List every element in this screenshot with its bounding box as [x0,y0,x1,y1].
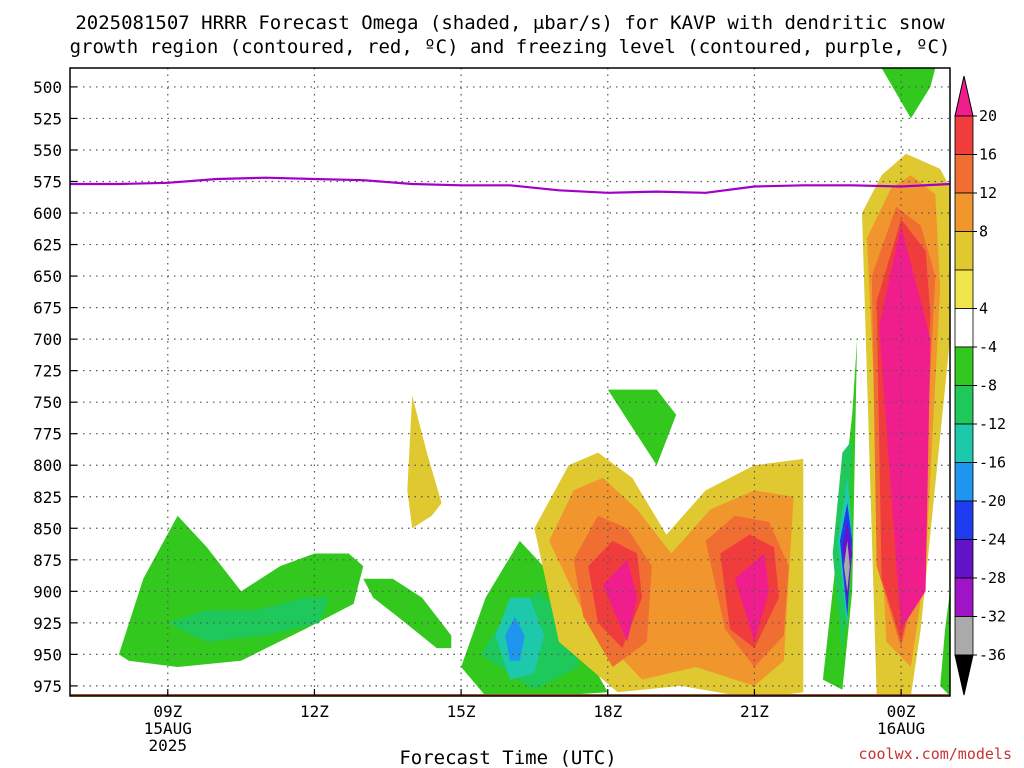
contour-lines [70,176,950,696]
omega-region-8 [607,389,677,466]
omega-region-29 [940,591,950,696]
colorbar-label: -36 [979,646,1006,664]
omega-region-23 [881,68,936,119]
y-tick-label: 650 [33,267,62,286]
y-tick-label: 925 [33,614,62,633]
y-tick-label: 575 [33,172,62,191]
colorbar: 20 16 12 8 4 -4 -8 -12 -16 -20 -24 -28 -32 -36 [954,75,1006,696]
colorbar-bottom-arrow [954,654,974,696]
chart-title-line2: growth region (contoured, red, ºC) and f… [70,36,951,58]
chart-title-line1: 2025081507 HRRR Forecast Omega (shaded, … [75,12,945,34]
y-tick-label: 675 [33,299,62,318]
y-tick-label: 775 [33,425,62,444]
colorbar-label: -28 [979,569,1006,587]
y-tick-label: 625 [33,236,62,255]
colorbar-label: -12 [979,415,1006,433]
colorbar-bin [954,500,974,540]
x-tick-label: 18Z [593,702,622,721]
omega-region-0 [118,515,364,667]
y-tick-label: 825 [33,488,62,507]
omega-region-7 [505,616,525,661]
x-tick-label: 00Z [887,702,916,721]
colorbar-label: -4 [979,338,997,356]
colorbar-label: -24 [979,531,1006,549]
colorbar-bin [954,423,974,463]
y-tick-label: 500 [33,78,62,97]
x-tick-label: 16AUG [877,719,925,738]
omega-shading [118,68,950,696]
colorbar-label: 4 [979,300,988,318]
colorbar-label: -8 [979,377,997,395]
y-tick-label: 975 [33,677,62,696]
colorbar-bin [954,231,974,271]
colorbar-label: -32 [979,608,1006,626]
omega-region-3 [407,395,442,529]
y-tick-label: 550 [33,141,62,160]
ground-surface [70,694,950,696]
credit-text: coolwx.com/models [858,745,1012,763]
colorbar-label: 16 [979,146,997,164]
colorbar-label: 8 [979,223,988,241]
colorbar-bin [954,308,974,348]
plot-frame [69,67,951,697]
y-tick-label: 600 [33,204,62,223]
y-tick-label: 900 [33,582,62,601]
omega-region-15 [602,559,638,642]
x-tick-label: 15AUG [144,719,192,738]
x-tick-label: 09Z [153,702,182,721]
x-tick-label: 2025 [149,736,188,755]
y-axis: 500 525 550 575 600 625 650 675 700 725 750 775 800 8… [33,78,77,696]
colorbar-bin [954,346,974,386]
colorbar-label: -20 [979,492,1006,510]
omega-region-28 [879,225,931,630]
colorbar-bin [954,385,974,425]
colorbar-label: 20 [979,107,997,125]
y-tick-label: 875 [33,551,62,570]
omega-region-1 [167,597,330,642]
colorbar-bin [954,616,974,656]
colorbar-bin [954,577,974,617]
omega-region-16 [734,553,770,642]
x-tick-label: 12Z [300,702,329,721]
omega-region-2 [363,578,452,649]
x-tick-label: 21Z [740,702,769,721]
y-tick-label: 850 [33,519,62,538]
colorbar-bin [954,462,974,502]
colorbar-label: 12 [979,184,997,202]
colorbar-bin [954,154,974,194]
y-tick-label: 525 [33,109,62,128]
freezing-level-line [70,176,950,194]
y-tick-label: 725 [33,362,62,381]
colorbar-bin [954,539,974,579]
colorbar-bin [954,192,974,232]
y-tick-label: 950 [33,645,62,664]
colorbar-label: -16 [979,454,1006,472]
y-tick-label: 800 [33,456,62,475]
colorbar-top-arrow [954,75,974,117]
colorbar-bin [954,269,974,309]
colorbar-bin [954,115,974,155]
omega-region-22 [843,540,850,592]
y-tick-label: 700 [33,330,62,349]
y-tick-label: 750 [33,393,62,412]
gridlines [70,68,950,696]
x-tick-label: 15Z [447,702,476,721]
x-axis-title: Forecast Time (UTC) [399,747,616,768]
